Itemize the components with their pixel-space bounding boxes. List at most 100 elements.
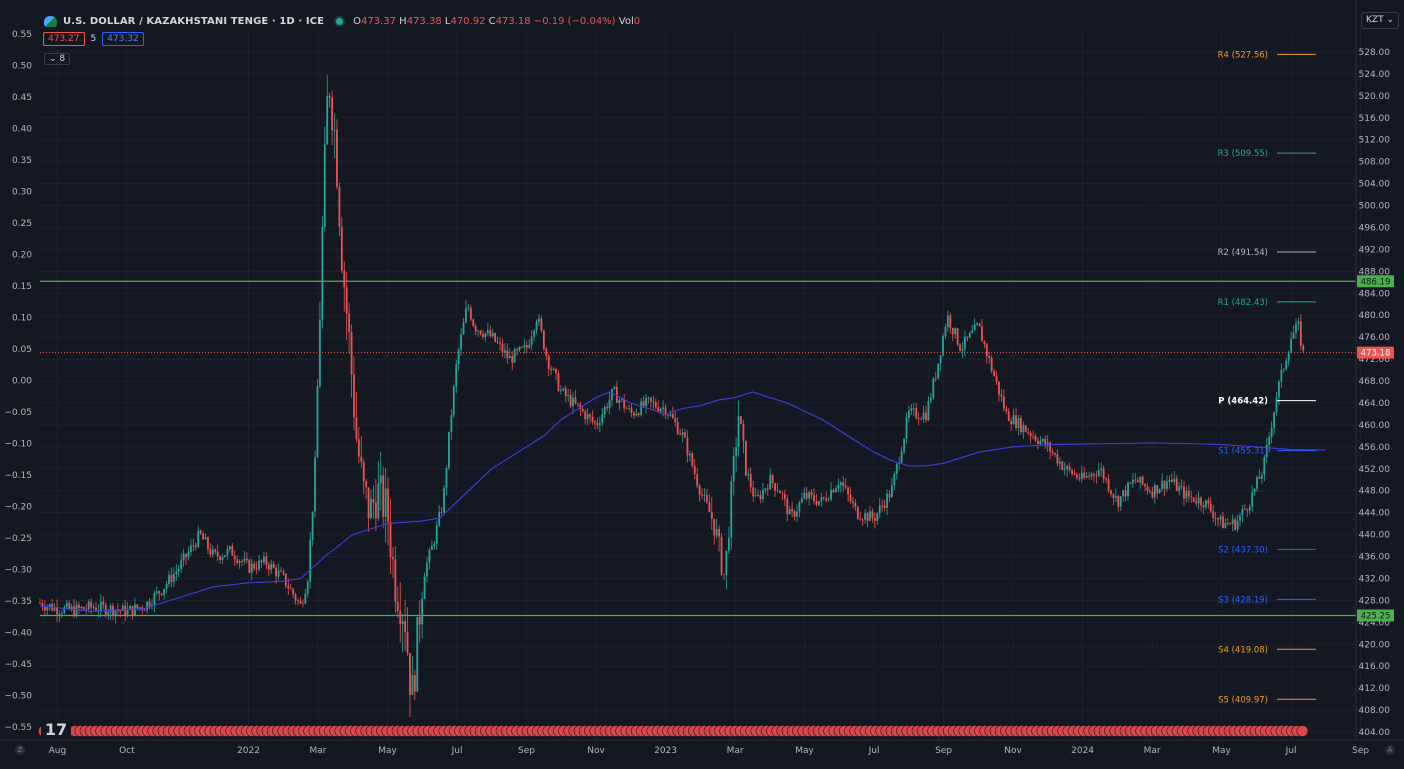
pivot-label: S1 (455.31) bbox=[1218, 447, 1268, 457]
pivot-label: R2 (491.54) bbox=[1218, 248, 1268, 258]
candle-body bbox=[360, 456, 363, 462]
time-axis-tick-label: Jul bbox=[1285, 746, 1297, 756]
candle-body bbox=[679, 433, 682, 435]
candle-body bbox=[635, 413, 638, 416]
candle-body bbox=[959, 344, 961, 351]
candle-body bbox=[611, 389, 613, 400]
candle-body bbox=[319, 319, 321, 387]
right-axis-tick-label: 520.00 bbox=[1359, 92, 1391, 102]
pivot-levels: R4 (527.56) R3 (509.55) R2 (491.54) R1 (482… bbox=[1218, 50, 1316, 705]
candle-body bbox=[912, 408, 915, 410]
price-tags: 486.19 425.25 473.18 bbox=[1357, 275, 1394, 622]
candle-body bbox=[542, 330, 545, 350]
candle-body bbox=[265, 556, 268, 565]
right-axis-tick-label: 436.00 bbox=[1359, 553, 1391, 563]
candle-body bbox=[214, 549, 217, 552]
candle-body bbox=[494, 332, 497, 342]
candle-body bbox=[535, 321, 538, 331]
candle-body bbox=[710, 512, 713, 520]
candle-body bbox=[1243, 508, 1246, 510]
right-axis-tick-label: 404.00 bbox=[1359, 728, 1391, 738]
candle-body bbox=[158, 591, 161, 594]
candle-body bbox=[323, 144, 326, 228]
right-price-axis[interactable]: 528.00 524.00 520.00 516.00 512.00 508.00 504.… bbox=[1355, 0, 1391, 740]
candle-body bbox=[255, 568, 258, 570]
left-axis-tick-label: −0.05 bbox=[4, 408, 32, 418]
indicators-toggle[interactable]: ⌄ 8 bbox=[44, 53, 71, 65]
candle-body bbox=[667, 414, 669, 416]
candle-body bbox=[1299, 321, 1302, 346]
candle-body bbox=[944, 326, 947, 337]
candle-body bbox=[603, 406, 606, 415]
candle-body bbox=[126, 609, 129, 616]
candle-body bbox=[357, 439, 360, 457]
candle-body bbox=[506, 350, 509, 359]
candle-body bbox=[394, 559, 397, 602]
candle-body bbox=[813, 494, 815, 501]
candle-body bbox=[1287, 352, 1290, 361]
candle-body bbox=[53, 606, 56, 611]
candle-body bbox=[433, 543, 436, 546]
time-axis-tick-label: May bbox=[1212, 746, 1231, 756]
candle-body bbox=[136, 604, 139, 609]
candle-body bbox=[185, 553, 187, 558]
candle-body bbox=[1153, 485, 1156, 498]
currency-button[interactable]: KZT ⌄ bbox=[1361, 12, 1399, 29]
candle-body bbox=[168, 574, 170, 584]
candle-body bbox=[817, 500, 820, 505]
candle-body bbox=[1095, 475, 1098, 477]
candle-body bbox=[58, 613, 61, 615]
left-axis-tick-label: −0.25 bbox=[4, 534, 32, 544]
candle-body bbox=[450, 415, 453, 432]
candle-body bbox=[270, 563, 273, 570]
candle-body bbox=[377, 483, 380, 519]
time-axis-tick-label: 2022 bbox=[237, 746, 260, 756]
candle-body bbox=[416, 617, 419, 692]
candle-body bbox=[971, 330, 974, 333]
candle-body bbox=[228, 546, 231, 550]
candle-body bbox=[567, 395, 570, 397]
candle-body bbox=[808, 492, 811, 499]
right-axis-tick-label: 444.00 bbox=[1359, 509, 1391, 519]
symbol-title[interactable]: U.S. DOLLAR / KAZAKHSTANI TENGE · 1D · I… bbox=[63, 15, 325, 27]
candle-body bbox=[698, 485, 701, 495]
right-axis-tick-label: 424.00 bbox=[1359, 618, 1391, 628]
candle-body bbox=[39, 603, 41, 604]
auto-scale-icon[interactable]: A bbox=[1385, 745, 1395, 755]
candle-body bbox=[577, 403, 579, 405]
candle-body bbox=[224, 555, 226, 558]
candle-body bbox=[355, 417, 358, 440]
right-axis-tick-label: 480.00 bbox=[1359, 311, 1391, 321]
candle-body bbox=[642, 401, 645, 407]
candle-body bbox=[340, 226, 343, 271]
right-axis-tick-label: 460.00 bbox=[1359, 421, 1391, 431]
right-axis-tick-label: 448.00 bbox=[1359, 487, 1391, 497]
candle-body bbox=[1207, 500, 1210, 504]
candle-body bbox=[1297, 321, 1300, 324]
bid-button[interactable]: 473.27 bbox=[43, 32, 85, 46]
time-axis[interactable]: Aug Oct 2022 Mar May Jul Sep Nov 2023 Mar May Jul Se… bbox=[0, 739, 1404, 756]
time-axis-tick-label: Nov bbox=[587, 746, 605, 756]
candle-body bbox=[776, 490, 779, 492]
event-markers-row[interactable]: 17 bbox=[38, 719, 1309, 739]
candle-body bbox=[598, 423, 601, 426]
candle-body bbox=[720, 536, 723, 574]
candle-body bbox=[124, 605, 127, 616]
candle-body bbox=[1136, 480, 1139, 483]
candle-body bbox=[708, 502, 711, 513]
candle-body bbox=[956, 328, 959, 345]
candle-body bbox=[954, 328, 957, 335]
left-axis-tick-label: 0.25 bbox=[12, 219, 32, 229]
candle-body bbox=[664, 407, 667, 415]
right-axis-tick-label: 512.00 bbox=[1359, 136, 1391, 146]
ask-button[interactable]: 473.32 bbox=[102, 32, 144, 46]
candle-body bbox=[606, 406, 609, 409]
candle-body bbox=[942, 336, 944, 356]
candle-body bbox=[647, 397, 650, 399]
timezone-icon[interactable]: Z bbox=[15, 745, 25, 755]
time-axis-tick-label: Sep bbox=[935, 746, 952, 756]
candle-body bbox=[625, 408, 628, 410]
candle-body bbox=[937, 363, 940, 379]
candle-body bbox=[1010, 421, 1013, 425]
